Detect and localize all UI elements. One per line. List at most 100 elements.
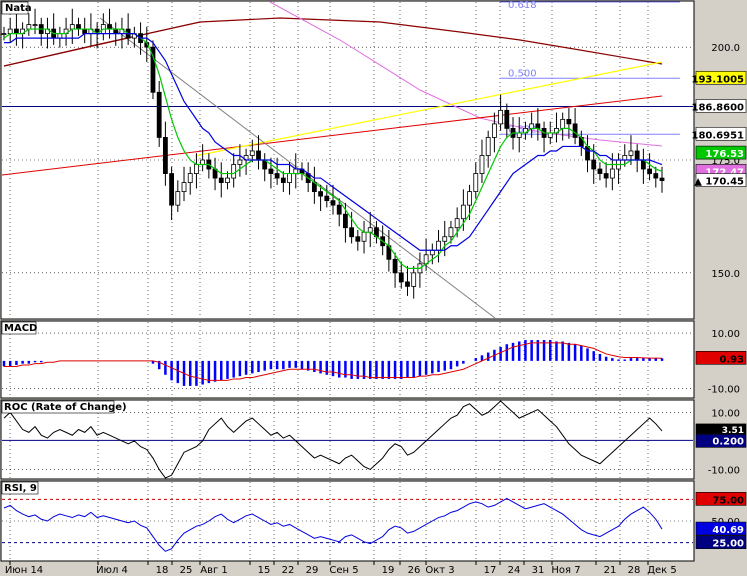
candle-body xyxy=(566,118,572,125)
candle-body xyxy=(349,227,355,238)
candle-body xyxy=(491,123,497,138)
slow-ma-line xyxy=(4,32,663,251)
candle-body xyxy=(14,28,19,34)
rsi-label: 25.00 xyxy=(712,539,744,550)
candle-body xyxy=(162,137,168,174)
x-tick-label: Ноя 7 xyxy=(551,565,580,576)
candle-body xyxy=(529,123,535,129)
fib-level-label: 0.382 xyxy=(508,124,537,135)
overlays: 0.618 0.500 0.382 xyxy=(1,0,693,544)
candle-body xyxy=(504,109,510,129)
candle-body xyxy=(398,272,404,283)
candle-body xyxy=(473,173,479,193)
price-label: ▲ 170.45 xyxy=(694,177,744,188)
candle-body xyxy=(547,132,553,138)
roc-tick-label: 10.00 xyxy=(711,408,740,419)
candle-body xyxy=(287,173,292,183)
y-tick-label: 200.0 xyxy=(711,43,740,54)
candle-body xyxy=(76,24,81,30)
x-tick-label: Сен 5 xyxy=(329,565,358,576)
price-label-box xyxy=(695,145,747,160)
candle-body xyxy=(57,33,63,39)
x-tick-label: 17 xyxy=(484,565,497,576)
x-tick-label: Июл 4 xyxy=(96,565,128,576)
x-axis: Июн 14 Июл 4 18 25 Авг 1 15 22 29 Сен 5 19 26 Окт 3… xyxy=(5,561,677,576)
x-tick-label: 24 xyxy=(508,565,521,576)
candle-body xyxy=(485,137,491,156)
candle-body xyxy=(411,272,417,287)
x-tick-label: Авг 1 xyxy=(200,565,228,576)
axis-labels: 150.0 175.0 200.0 193.1005 186.8600 180.6951 1… xyxy=(691,43,747,550)
x-tick-label: 22 xyxy=(282,565,295,576)
macd-value-label: 0.93 xyxy=(719,354,744,365)
candle-body xyxy=(460,204,466,220)
y-tick-label: 150.0 xyxy=(711,269,740,280)
candle-body xyxy=(628,150,634,156)
candle-body xyxy=(392,258,398,274)
candle-body xyxy=(479,155,485,174)
price-label-box xyxy=(695,173,747,187)
x-tick-label: Июн 14 xyxy=(5,565,43,576)
macd-signal-line xyxy=(4,342,663,381)
y-tick-label: 175.0 xyxy=(711,156,740,167)
candle-body xyxy=(256,150,261,161)
price-label: 186.8600 xyxy=(691,102,744,113)
candle-body xyxy=(175,191,181,206)
candlesticks xyxy=(1,8,665,299)
candle-body xyxy=(603,173,609,179)
candle-body xyxy=(343,213,348,229)
x-tick-label: 26 xyxy=(408,565,421,576)
roc-panel[interactable] xyxy=(0,399,695,480)
candle-body xyxy=(429,249,435,256)
candle-body xyxy=(1,33,7,35)
candle-body xyxy=(560,118,566,129)
price-title: Nata xyxy=(5,3,32,14)
candle-body xyxy=(572,123,578,138)
candle-body xyxy=(293,168,299,174)
candle-body xyxy=(516,132,522,138)
candle-body xyxy=(355,236,361,242)
x-tick-label: Дек 5 xyxy=(647,565,677,576)
candle-body xyxy=(218,177,224,183)
x-tick-label: 19 xyxy=(382,565,395,576)
price-label-box xyxy=(695,126,747,141)
roc-title-bg xyxy=(1,400,115,414)
candle-body xyxy=(653,173,659,179)
candle-body xyxy=(181,182,187,192)
candle-body xyxy=(622,155,628,161)
candle-body xyxy=(585,146,590,161)
gray-trendline xyxy=(99,17,496,319)
macd-tick-label: 10.00 xyxy=(711,329,740,340)
rsi-label-box xyxy=(695,535,747,549)
candle-body xyxy=(535,123,541,129)
candle-body xyxy=(597,168,603,174)
candle-body xyxy=(26,24,32,30)
macd-panel[interactable] xyxy=(0,320,695,399)
candle-body xyxy=(200,159,206,165)
candle-body xyxy=(591,159,597,170)
x-tick-label: 29 xyxy=(306,565,319,576)
roc-title: ROC (Rate of Change) xyxy=(4,402,127,413)
candle-body xyxy=(156,91,162,138)
candle-body xyxy=(330,200,336,206)
candle-body xyxy=(442,236,448,242)
price-label: 180.6951 xyxy=(691,130,744,141)
roc-value-box xyxy=(695,423,747,435)
candle-body xyxy=(107,24,112,30)
x-tick-label: 25 xyxy=(180,565,193,576)
candle-body xyxy=(405,281,410,287)
candle-body xyxy=(498,109,504,125)
candle-body xyxy=(32,24,38,26)
candle-body xyxy=(467,191,472,206)
rsi-label: 75.00 xyxy=(712,495,744,506)
macd-title: MACD xyxy=(4,323,37,334)
candle-body xyxy=(436,240,441,251)
x-tick-label: 15 xyxy=(258,565,271,576)
price-label-box xyxy=(695,70,747,85)
rsi-line xyxy=(3,497,663,552)
x-tick-label: 18 xyxy=(156,565,169,576)
x-tick-label: 28 xyxy=(628,565,641,576)
macd-value-box xyxy=(695,351,747,365)
rsi-title: RSI, 9 xyxy=(4,483,37,494)
